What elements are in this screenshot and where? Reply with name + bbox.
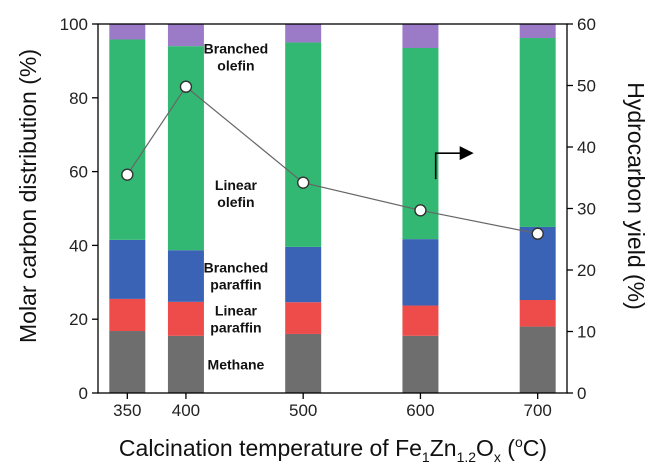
bar-segment-linear-paraffin (167, 301, 204, 336)
x-tick-label: 700 (524, 401, 552, 420)
series-label: Branched (204, 41, 269, 57)
bar-segment-methane (109, 331, 146, 393)
y2-tick-label: 0 (577, 384, 586, 403)
bar-segment-methane (167, 335, 204, 393)
x-title-o: O (476, 435, 494, 461)
x-title-sub1: 1 (422, 449, 430, 465)
bar-segment-branched-olefin (285, 24, 322, 43)
yield-point (179, 80, 193, 93)
bar-segment-branched-olefin (402, 24, 439, 48)
bar-segment-linear-olefin (519, 38, 556, 227)
y-axis-title: Molar carbon distribution (%) (15, 49, 41, 343)
bar-segment-linear-paraffin (285, 302, 322, 334)
x-title-sub2: 1.2 (457, 449, 477, 465)
bar-segment-branched-paraffin (109, 239, 146, 299)
y-tick-label: 40 (69, 236, 88, 255)
x-title-deg: o (515, 434, 523, 450)
y-tick-label: 20 (69, 310, 88, 329)
right-axis-arrow (434, 146, 474, 180)
bar-segment-branched-olefin (519, 24, 556, 39)
x-title-unit: C) (523, 435, 547, 461)
y2-tick-label: 20 (577, 261, 596, 280)
y2-tick-label: 40 (577, 138, 596, 157)
series-label: paraffin (210, 319, 261, 335)
bar-segment-branched-paraffin (167, 250, 204, 302)
y2-tick-label: 10 (577, 323, 596, 342)
bar-segment-methane (285, 333, 322, 393)
y-tick-label: 0 (79, 384, 88, 403)
yield-line-layer (121, 80, 544, 240)
y-tick-label: 100 (60, 15, 88, 34)
yield-point (121, 168, 134, 181)
bar-segment-linear-paraffin (109, 298, 146, 332)
arrow-shaft (434, 152, 462, 180)
series-label: paraffin (210, 277, 261, 293)
series-label: olefin (217, 194, 254, 210)
x-title-sub3: x (494, 449, 501, 465)
yield-point (296, 176, 310, 189)
bar-layer (109, 24, 556, 393)
x-title-zn: Zn (430, 435, 457, 461)
series-label: Branched (204, 260, 269, 276)
y2-tick-label: 30 (577, 200, 596, 219)
bar-segment-branched-olefin (109, 24, 146, 40)
arrow-head (459, 146, 474, 161)
series-label: olefin (217, 58, 254, 74)
x-tick-label: 600 (406, 401, 434, 420)
series-label: Linear (215, 177, 258, 193)
yield-point (531, 227, 544, 240)
axes-layer: 0 20 40 60 80 100 0 10 20 30 40 50 60 350 400 500 600 700 (60, 15, 596, 420)
bar-segment-methane (402, 335, 439, 393)
y-tick-label: 80 (69, 89, 88, 108)
bar-segment-linear-olefin (167, 46, 204, 251)
bar-segment-linear-olefin (285, 42, 322, 247)
bar-segment-linear-olefin (109, 39, 146, 240)
yield-point (414, 204, 427, 217)
y2-axis-title: Hydrocarbon yield (%) (623, 82, 649, 310)
bar-segment-branched-paraffin (402, 239, 439, 306)
y2-tick-label: 60 (577, 15, 596, 34)
x-title-pre: Calcination temperature of Fe (119, 435, 422, 461)
x-tick-label: 400 (172, 401, 200, 420)
x-title-post: ( (501, 435, 515, 461)
series-label: Methane (208, 356, 265, 372)
series-label: Linear (215, 302, 258, 318)
x-tick-label: 350 (113, 401, 141, 420)
x-tick-label: 500 (289, 401, 317, 420)
y-tick-label: 60 (69, 163, 88, 182)
bar-segment-methane (519, 326, 556, 393)
bar-segment-linear-paraffin (519, 300, 556, 327)
bar-segment-branched-paraffin (285, 246, 322, 303)
bar-segment-linear-paraffin (402, 305, 439, 336)
bar-segment-branched-olefin (167, 24, 204, 47)
y2-tick-label: 50 (577, 77, 596, 96)
series-labels-layer: MethaneLinearparaffinBranchedparaffinLin… (204, 41, 269, 373)
x-axis-title: Calcination temperature of Fe1Zn1.2Ox (o… (119, 434, 547, 465)
